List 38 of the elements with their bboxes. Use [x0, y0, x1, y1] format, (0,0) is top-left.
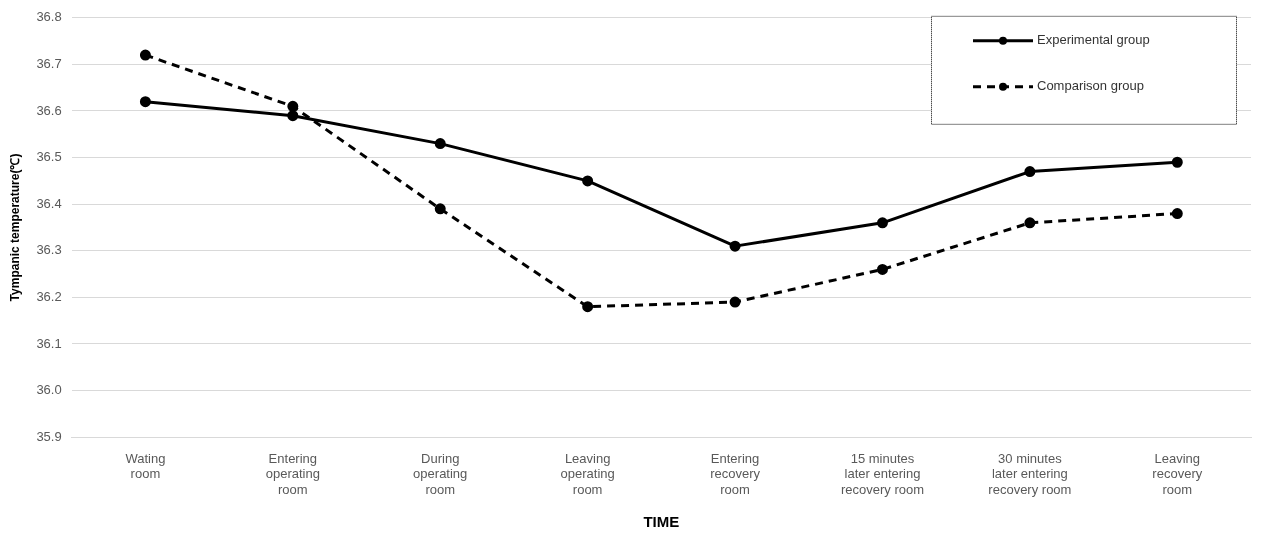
y-tick-label: 36.3	[36, 242, 62, 258]
point	[139, 49, 151, 61]
point	[729, 240, 741, 252]
x-tick-label: Entering operating room	[265, 450, 320, 497]
x-tick-label: 15 minutes later entering recovery room	[840, 450, 925, 497]
x-tick-label: During operating room	[413, 450, 468, 497]
point	[434, 138, 446, 150]
x-tick-label: Leaving operating room	[560, 450, 615, 497]
point	[876, 217, 888, 229]
point	[434, 203, 446, 215]
y-tick-label: 36.1	[36, 335, 62, 351]
y-tick-label: 36.4	[36, 195, 62, 211]
x-tick-label: Entering recovery room	[710, 450, 761, 497]
point	[582, 175, 594, 187]
x-tick-label: 30 minutes later entering recovery room	[988, 450, 1072, 497]
point	[287, 100, 299, 112]
y-tick-label: 35.9	[36, 428, 62, 444]
point	[582, 301, 594, 313]
point	[139, 96, 151, 108]
y-tick-label: 36.5	[36, 149, 62, 165]
y-tick-label: 36.2	[36, 288, 62, 304]
y-tick-label: 36.0	[36, 382, 62, 398]
point	[729, 296, 741, 308]
point	[1171, 156, 1183, 168]
y-tick-label: 36.6	[36, 102, 62, 118]
y-tick-label: 36.7	[36, 55, 62, 71]
x-tick-label: Wating room	[125, 450, 166, 482]
legend-label: Experimental group	[1037, 32, 1150, 48]
point	[1024, 166, 1036, 178]
legend-label: Comparison group	[1037, 78, 1144, 94]
y-tick-label: 36.8	[36, 9, 62, 25]
point	[1024, 217, 1036, 229]
y-axis-title: Tympanic temperature(℃)	[7, 153, 22, 302]
point	[876, 263, 888, 275]
x-tick-label: Leaving recovery room	[1152, 450, 1203, 497]
x-axis-title: TIME	[643, 513, 680, 531]
point	[287, 110, 299, 122]
point	[1171, 208, 1183, 220]
